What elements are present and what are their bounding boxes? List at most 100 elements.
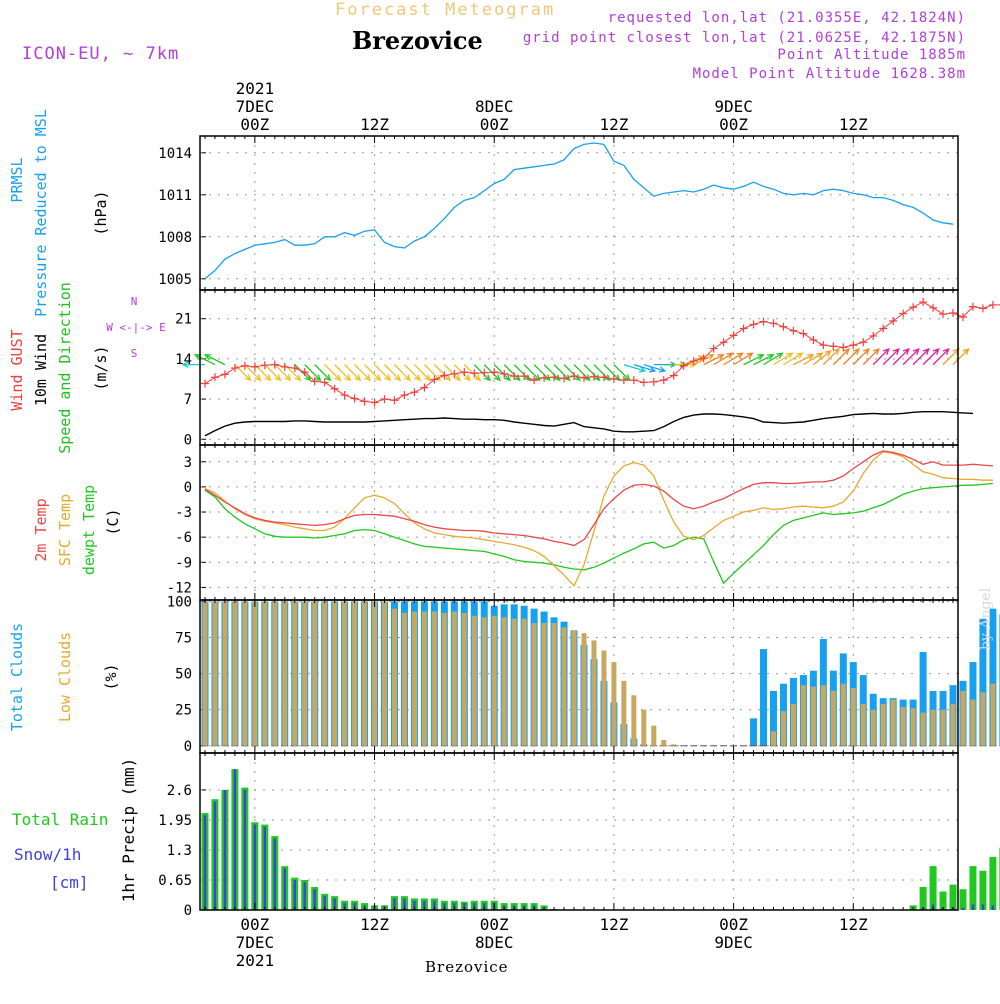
low-cloud-bar [851, 688, 856, 746]
y-tick-label-pressure: 1011 [158, 188, 192, 204]
gust-point [809, 336, 817, 344]
gust-point [600, 373, 608, 381]
gust-point [241, 362, 249, 370]
gust-point [480, 369, 488, 377]
requested-coords: requested lon,lat (21.0355E, 42.1824N) [608, 10, 966, 26]
gust-point [221, 370, 229, 378]
low-cloud-bar [322, 601, 327, 745]
rain-bar [959, 889, 966, 910]
low-clouds-label: Low Clouds [56, 632, 74, 722]
dewpoint-line [205, 484, 993, 584]
low-cloud-bar [791, 704, 796, 746]
model-altitude: Model Point Altitude 1628.38m [693, 66, 966, 82]
low-cloud-bar [452, 612, 457, 746]
gust-point [211, 373, 219, 381]
low-cloud-bar [542, 623, 547, 746]
low-cloud-bar [352, 601, 357, 745]
gust-point [390, 396, 398, 404]
time-label-bottom: 12Z [839, 915, 868, 934]
gust-point [610, 375, 618, 383]
time-label-top: 00Z [240, 115, 269, 134]
y-tick-label-temp: 0 [184, 480, 192, 496]
snow-bar [254, 825, 256, 910]
snow-bar [204, 815, 206, 910]
y-tick-label-wind: 7 [184, 392, 192, 408]
low-cloud-bar [801, 685, 806, 746]
low-cloud-bar [472, 616, 477, 746]
footer-station: Brezovice [425, 958, 509, 976]
snow-bar [304, 882, 306, 910]
gust-point [889, 317, 897, 325]
low-cloud-bar [202, 601, 207, 745]
y-tick-label-wind: 21 [175, 312, 192, 328]
low-cloud-bar [990, 684, 995, 746]
gust-point [730, 331, 738, 339]
gust-point [929, 304, 937, 312]
dewpoint-label: dewpt Temp [80, 485, 98, 575]
gust-point [410, 388, 418, 396]
gust-point [331, 385, 339, 393]
wind-arrow [195, 355, 215, 365]
low-cloud-bar [282, 601, 287, 745]
gust-point [789, 327, 797, 335]
y-tick-label-clouds: 100 [167, 594, 192, 610]
wind-arrow [205, 355, 225, 365]
low-cloud-bar [312, 601, 317, 745]
low-cloud-bar [382, 601, 387, 745]
gust-point [381, 395, 389, 403]
station-name: Brezovice [352, 26, 483, 55]
credit-text: by Angel [978, 588, 994, 650]
rain-bar [969, 866, 976, 910]
snow-bar [264, 827, 266, 910]
low-cloud-bar [482, 617, 487, 745]
panel-frame-precip [200, 753, 958, 910]
gust-point [869, 332, 877, 340]
snow-bar [234, 769, 236, 910]
gust-point [919, 298, 927, 306]
compass-north: N [131, 295, 138, 308]
time-label-bottom: 9DEC [714, 933, 753, 952]
gust-point [979, 304, 987, 312]
gust-point [640, 378, 648, 386]
grid-point-coords: grid point closest lon,lat (21.0625E, 42… [523, 30, 966, 46]
snow-bar [294, 880, 296, 910]
low-cloud-bar [432, 612, 437, 746]
gust-point [231, 364, 239, 372]
y-tick-label-pressure: 1014 [158, 146, 192, 162]
y-tick-label-precip: 0 [184, 903, 192, 919]
y-tick-label-pressure: 1008 [158, 230, 192, 246]
wind-unit: (m/s) [92, 345, 110, 390]
low-cloud-bar [332, 601, 337, 745]
gust-point [760, 318, 768, 326]
gust-point [750, 320, 758, 328]
gust-point [829, 342, 837, 350]
low-cloud-bar [861, 704, 866, 746]
gust-point [630, 376, 638, 384]
snow-label: Snow/1h [14, 845, 81, 864]
gust-point [470, 369, 478, 377]
snow-bar [274, 838, 276, 910]
gust-point [949, 309, 957, 317]
gust-point [371, 399, 379, 407]
gust-point [251, 363, 259, 371]
time-label-top: 00Z [480, 115, 509, 134]
time-label-top: 7DEC [236, 97, 275, 116]
gust-point [939, 310, 947, 318]
low-cloud-bar [871, 710, 876, 746]
total-clouds-label: Total Clouds [8, 623, 26, 731]
low-cloud-bar [671, 744, 676, 745]
low-cloud-bar [841, 684, 846, 746]
snow-unit: [cm] [50, 873, 89, 892]
gust-point [859, 338, 867, 346]
model-name: ICON-EU, ~ 7km [22, 44, 179, 64]
time-label-top: 12Z [599, 115, 628, 134]
time-label-bottom: 00Z [480, 915, 509, 934]
low-cloud-bar [552, 623, 557, 746]
low-cloud-bar [960, 691, 965, 746]
time-label-top: 12Z [360, 115, 389, 134]
gust-point [560, 374, 568, 382]
wind-arrow [724, 353, 743, 364]
gust-point [490, 368, 498, 376]
time-label-top: 2021 [236, 79, 275, 98]
